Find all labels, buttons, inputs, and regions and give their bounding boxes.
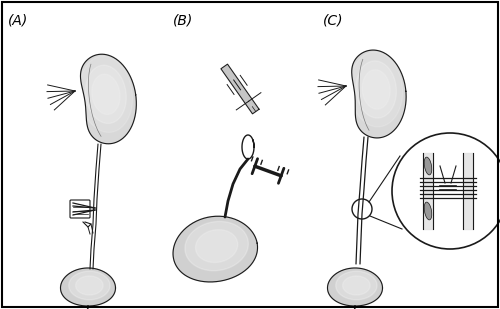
Polygon shape	[92, 74, 120, 114]
Polygon shape	[86, 65, 126, 123]
Polygon shape	[76, 276, 103, 295]
Polygon shape	[80, 54, 136, 144]
Polygon shape	[173, 216, 258, 282]
Ellipse shape	[424, 202, 432, 220]
Text: (B): (B)	[173, 14, 193, 28]
Polygon shape	[352, 50, 406, 138]
Polygon shape	[463, 153, 473, 229]
Polygon shape	[221, 64, 259, 114]
Polygon shape	[60, 268, 116, 306]
Polygon shape	[356, 61, 397, 118]
Polygon shape	[362, 70, 390, 109]
Polygon shape	[328, 268, 382, 306]
FancyBboxPatch shape	[70, 200, 90, 218]
Polygon shape	[423, 153, 433, 229]
Circle shape	[392, 133, 500, 249]
Polygon shape	[196, 230, 238, 262]
Text: (C): (C)	[323, 14, 344, 28]
Polygon shape	[80, 56, 132, 132]
Ellipse shape	[424, 157, 432, 175]
Polygon shape	[350, 52, 403, 127]
Polygon shape	[336, 271, 377, 300]
Polygon shape	[69, 271, 110, 300]
Polygon shape	[185, 222, 248, 271]
Polygon shape	[342, 276, 370, 295]
Text: (A): (A)	[8, 14, 28, 28]
